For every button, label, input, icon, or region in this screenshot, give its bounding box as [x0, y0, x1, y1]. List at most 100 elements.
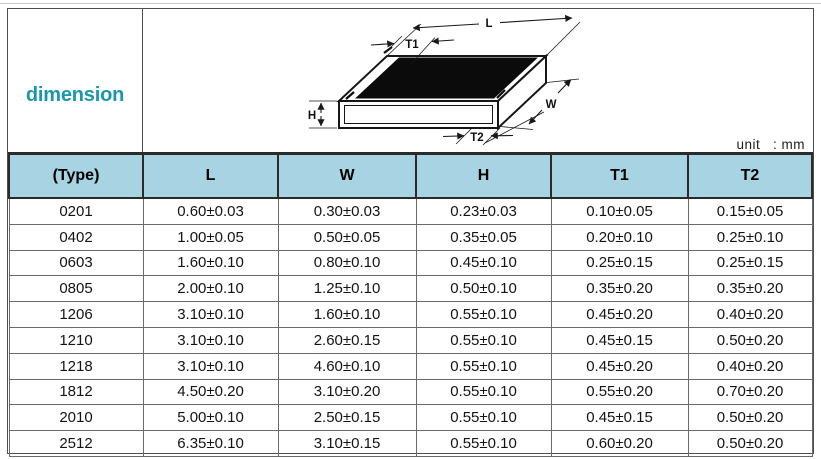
value-cell: 1.00±0.05 — [142, 223, 279, 251]
value-cell: 0.45±0.20 — [550, 352, 689, 380]
left-terminal-mark — [345, 91, 355, 100]
value-cell: 0.55±0.10 — [415, 378, 552, 406]
dimension-title: dimension — [25, 84, 125, 106]
value-cell: 0.20±0.10 — [550, 223, 689, 251]
table-row: 0805 2.00±0.10 1.25±0.10 0.50±0.10 0.35±0.20… — [8, 275, 813, 303]
dimension-title-cell: dimension — [8, 9, 143, 152]
value-cell: 1.25±0.10 — [277, 275, 417, 303]
value-cell: 0.45±0.20 — [550, 301, 689, 328]
column-header-l: L — [142, 153, 279, 199]
sheet-top-row: dimension — [8, 9, 813, 153]
dimension-table: (Type) L W H T1 T2 0201 0.60±0.03 0.30±0.03 0.23… — [8, 153, 813, 457]
type-cell: 0402 — [8, 223, 144, 251]
value-cell: 0.55±0.20 — [550, 378, 689, 406]
label-T2: T2 — [470, 132, 483, 144]
table-row: 1210 3.10±0.10 2.60±0.15 0.55±0.10 0.45±0.15… — [8, 326, 813, 354]
value-cell: 0.35±0.20 — [687, 275, 813, 303]
value-cell: 0.35±0.05 — [415, 223, 552, 251]
value-cell: 0.55±0.10 — [415, 404, 552, 432]
value-cell: 0.10±0.05 — [550, 197, 689, 225]
value-cell: 3.10±0.10 — [142, 352, 279, 380]
value-cell: 0.25±0.10 — [687, 223, 813, 251]
value-cell: 5.00±0.10 — [142, 404, 279, 432]
dimension-H: H — [308, 100, 337, 129]
package-body — [336, 46, 549, 131]
value-cell: 3.10±0.10 — [142, 326, 279, 354]
type-cell: 2512 — [8, 430, 144, 457]
value-cell: 0.55±0.10 — [415, 352, 552, 380]
value-cell: 0.23±0.03 — [415, 197, 552, 225]
value-cell: 0.55±0.10 — [415, 430, 552, 457]
value-cell: 1.60±0.10 — [142, 249, 279, 277]
type-cell: 1206 — [8, 301, 144, 328]
type-cell: 0201 — [8, 197, 144, 225]
resistor-diagram-cell: L T1 H — [143, 9, 813, 152]
dimension-sheet: dimension — [7, 8, 814, 457]
value-cell: 0.40±0.20 — [687, 352, 813, 380]
value-cell: 0.40±0.20 — [687, 301, 813, 328]
table-row: 0201 0.60±0.03 0.30±0.03 0.23±0.03 0.10±0.05… — [8, 197, 813, 225]
column-header-t1: T1 — [550, 153, 689, 199]
value-cell: 0.45±0.15 — [550, 404, 689, 432]
column-header-type: (Type) — [8, 153, 144, 199]
value-cell: 0.55±0.10 — [415, 301, 552, 328]
column-header-t2: T2 — [687, 153, 813, 199]
value-cell: 0.50±0.20 — [687, 430, 813, 457]
table-row: 1218 3.10±0.10 4.60±0.10 0.55±0.10 0.45±0.20… — [8, 352, 813, 380]
value-cell: 1.60±0.10 — [277, 301, 417, 328]
value-cell: 0.30±0.03 — [277, 197, 417, 225]
value-cell: 2.50±0.15 — [277, 404, 417, 432]
value-cell: 0.55±0.10 — [415, 326, 552, 354]
value-cell: 3.10±0.15 — [277, 430, 417, 457]
value-cell: 0.50±0.10 — [415, 275, 552, 303]
type-cell: 1210 — [8, 326, 144, 354]
type-cell: 2010 — [8, 404, 144, 432]
value-cell: 0.35±0.20 — [550, 275, 689, 303]
label-W: W — [546, 99, 557, 111]
label-H: H — [308, 110, 316, 122]
dimension-W: W — [499, 78, 580, 130]
value-cell: 0.70±0.20 — [687, 378, 813, 406]
column-header-w: W — [277, 153, 417, 199]
type-cell: 1812 — [8, 378, 144, 406]
dimension-T2: T2 — [442, 111, 545, 146]
column-header-h: H — [415, 153, 552, 199]
value-cell: 0.50±0.20 — [687, 326, 813, 354]
chip-resistor-diagram: L T1 H — [308, 14, 581, 146]
value-cell: 2.60±0.15 — [277, 326, 417, 354]
type-cell: 0805 — [8, 275, 144, 303]
front-face-inner-line — [344, 105, 493, 124]
header-row: (Type) L W H T1 T2 — [8, 153, 813, 199]
value-cell: 0.45±0.10 — [415, 249, 552, 277]
table-row: 1812 4.50±0.20 3.10±0.20 0.55±0.10 0.55±0.20… — [8, 378, 813, 406]
value-cell: 0.60±0.03 — [142, 197, 279, 225]
value-cell: 0.25±0.15 — [550, 249, 689, 277]
dimension-T1: T1 — [370, 35, 455, 65]
value-cell: 0.50±0.05 — [277, 223, 417, 251]
right-terminal-mark — [496, 89, 506, 99]
table-body: 0201 0.60±0.03 0.30±0.03 0.23±0.03 0.10±0.05… — [8, 197, 813, 457]
label-L: L — [485, 18, 492, 30]
value-cell: 0.15±0.05 — [687, 197, 813, 225]
value-cell: 3.10±0.20 — [277, 378, 417, 406]
value-cell: 4.50±0.20 — [142, 378, 279, 406]
value-cell: 6.35±0.10 — [142, 430, 279, 457]
table-row: 1206 3.10±0.10 1.60±0.10 0.55±0.10 0.45±0.20… — [8, 301, 813, 328]
value-cell: 0.25±0.15 — [687, 249, 813, 277]
value-cell: 0.60±0.20 — [550, 430, 689, 457]
value-cell: 3.10±0.10 — [142, 301, 279, 328]
value-cell: 0.45±0.15 — [550, 326, 689, 354]
table-header: (Type) L W H T1 T2 — [8, 153, 813, 199]
table-row: 0402 1.00±0.05 0.50±0.05 0.35±0.05 0.20±0.10… — [8, 223, 813, 251]
value-cell: 0.80±0.10 — [277, 249, 417, 277]
value-cell: 4.60±0.10 — [277, 352, 417, 380]
value-cell: 0.50±0.20 — [687, 404, 813, 432]
unit-label: unit : mm — [736, 137, 805, 152]
value-cell: 2.00±0.10 — [142, 275, 279, 303]
resistive-element — [355, 57, 538, 99]
table-row: 2010 5.00±0.10 2.50±0.15 0.55±0.10 0.45±0.15… — [8, 404, 813, 432]
page-top-divider — [0, 3, 821, 4]
table-row: 2512 6.35±0.10 3.10±0.15 0.55±0.10 0.60±0.20… — [8, 430, 813, 457]
type-cell: 0603 — [8, 249, 144, 277]
type-cell: 1218 — [8, 352, 144, 380]
